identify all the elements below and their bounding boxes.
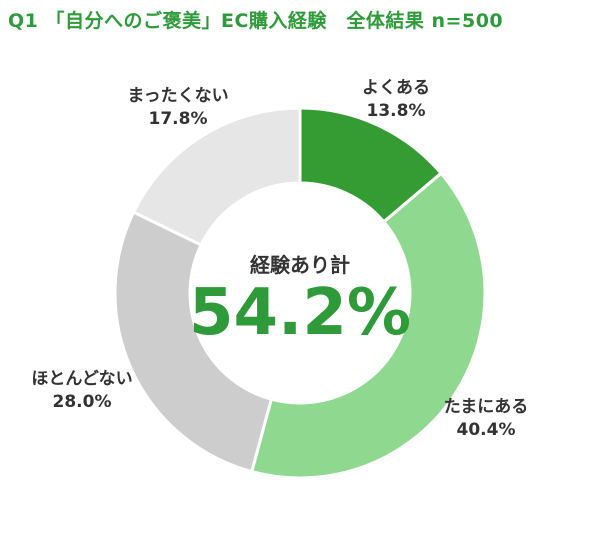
slice-label-0: よくある (362, 78, 430, 98)
slice-label-3: まったくない (127, 86, 228, 106)
chart-title: Q1 「自分へのご褒美」EC購入経験 全体結果 n=500 (8, 10, 504, 32)
slice-label-2: ほとんどない (31, 369, 132, 389)
slice-1 (249, 171, 487, 480)
center-label: 経験あり計 (250, 253, 350, 277)
slice-value-3: 17.8% (149, 109, 208, 129)
slice-2 (113, 210, 274, 474)
slice-label-1: たまにある (444, 397, 529, 417)
slice-3 (131, 106, 302, 247)
slice-value-2: 28.0% (53, 392, 112, 412)
center-value: 54.2% (189, 276, 411, 350)
slice-value-1: 40.4% (457, 420, 516, 440)
slice-value-0: 13.8% (367, 101, 426, 121)
